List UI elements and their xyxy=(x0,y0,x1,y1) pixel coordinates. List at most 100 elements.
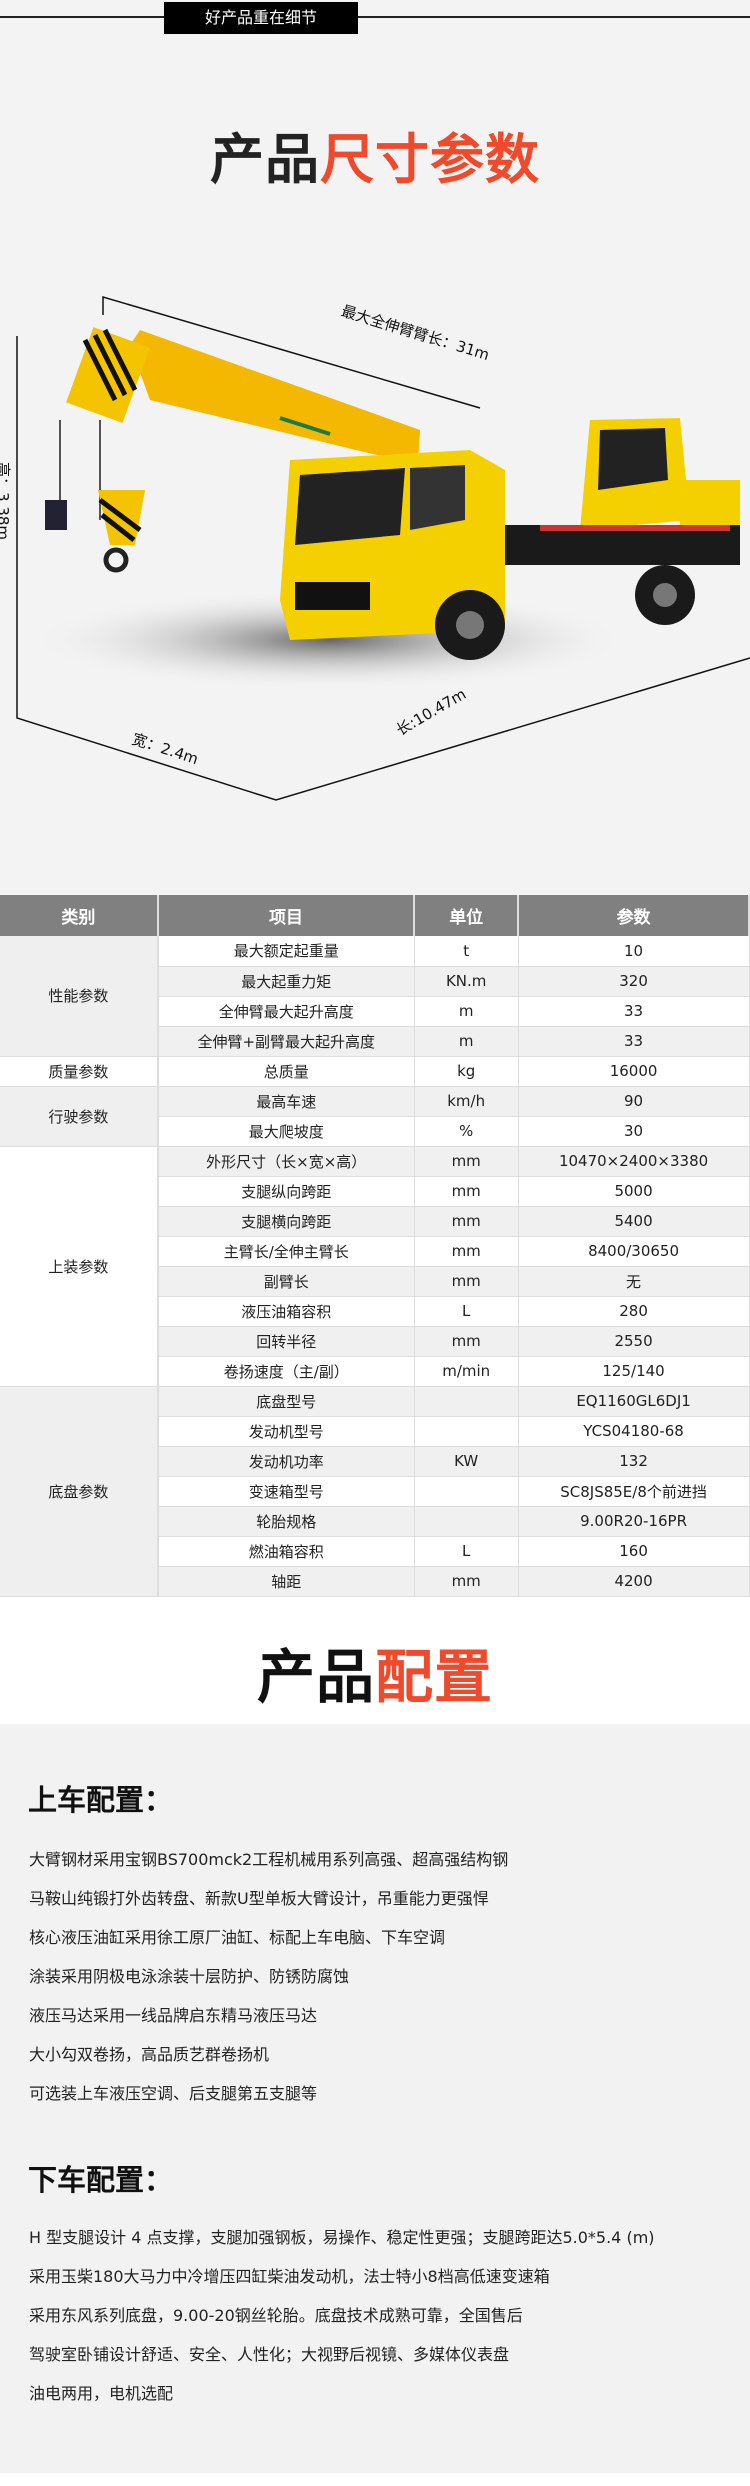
item-cell: 发动机功率 xyxy=(157,1446,415,1477)
config-line: 采用东风系列底盘，9.00-20钢丝轮胎。底盘技术成熟可靠，全国售后 xyxy=(29,2306,523,2325)
brand-stripe xyxy=(279,416,331,436)
title-red: 配置 xyxy=(375,1643,494,1711)
value-cell: 10470×2400×3380 xyxy=(518,1146,750,1177)
title-black: 产品 xyxy=(256,1643,375,1711)
item-cell: 轴距 xyxy=(157,1566,415,1597)
table-row: 轴距 mm 4200 xyxy=(0,1566,750,1597)
unit-cell: mm xyxy=(414,1266,519,1297)
config-line: 马鞍山纯锻打外齿转盘、新款U型单板大臂设计，吊重能力更强悍 xyxy=(29,1889,489,1908)
title-black: 产品 xyxy=(210,128,320,191)
unit-cell: km/h xyxy=(414,1086,519,1117)
item-cell: 燃油箱容积 xyxy=(157,1536,415,1567)
item-cell: 副臂长 xyxy=(157,1266,415,1297)
unit-cell: KN.m xyxy=(414,966,519,997)
item-cell: 回转半径 xyxy=(157,1326,415,1357)
value-cell: 16000 xyxy=(518,1056,750,1087)
table-row: 底盘参数 底盘型号 EQ1160GL6DJ1 xyxy=(0,1386,750,1597)
config-line: 可选装上车液压空调、后支腿第五支腿等 xyxy=(29,2084,318,2103)
value-cell: 5400 xyxy=(518,1206,750,1237)
item-cell: 全伸臂最大起升高度 xyxy=(157,996,415,1027)
value-cell: 10 xyxy=(518,936,750,967)
height-label: 高：3.38m xyxy=(0,462,12,541)
item-cell: 最大额定起重量 xyxy=(157,936,415,967)
unit-cell: mm xyxy=(414,1176,519,1207)
unit-cell: t xyxy=(414,936,519,967)
value-cell: 125/140 xyxy=(518,1356,750,1387)
value-cell: 132 xyxy=(518,1446,750,1477)
table-row: 全伸臂+副臂最大起升高度 m 33 xyxy=(0,1026,750,1057)
value-cell: YCS04180-68 xyxy=(518,1416,750,1447)
table-row: 最大起重力矩 KN.m 320 xyxy=(0,966,750,997)
category-cell: 上装参数 xyxy=(0,1146,159,1387)
config-section: 上车配置： 大臂钢材采用宝钢BS700mck2工程机械用系列高强、超高强结构钢马… xyxy=(0,1724,750,2473)
unit-cell: mm xyxy=(414,1206,519,1237)
table-row: 支腿纵向跨距 mm 5000 xyxy=(0,1176,750,1207)
value-cell: EQ1160GL6DJ1 xyxy=(518,1386,750,1417)
value-cell: 4200 xyxy=(518,1566,750,1597)
table-row: 质量参数 总质量 kg 16000 xyxy=(0,1056,750,1087)
item-cell: 支腿纵向跨距 xyxy=(157,1176,415,1207)
table-row: 上装参数 外形尺寸（长×宽×高） mm 10470×2400×3380 xyxy=(0,1146,750,1387)
unit-cell xyxy=(414,1506,519,1537)
table-row: 支腿横向跨距 mm 5400 xyxy=(0,1206,750,1237)
category-cell: 行驶参数 xyxy=(0,1086,159,1147)
unit-cell: mm xyxy=(414,1146,519,1177)
value-cell: 160 xyxy=(518,1536,750,1567)
item-cell: 卷扬速度（主/副） xyxy=(157,1356,415,1387)
item-cell: 轮胎规格 xyxy=(157,1506,415,1537)
unit-cell: m xyxy=(414,1026,519,1057)
config-line: H 型支腿设计 4 点支撑，支腿加强钢板，易操作、稳定性更强；支腿跨距达5.0*… xyxy=(29,2228,655,2247)
item-cell: 最大起重力矩 xyxy=(157,966,415,997)
unit-cell xyxy=(414,1386,519,1417)
title-red: 尺寸参数 xyxy=(320,128,540,191)
item-cell: 液压油箱容积 xyxy=(157,1296,415,1327)
config-title: 产品配置 xyxy=(0,1630,750,1714)
dimension-title: 产品尺寸参数 xyxy=(0,115,750,194)
table-row: 最大爬坡度% 30 xyxy=(0,1116,750,1147)
table-header: 类别 项目 单位 参数 xyxy=(0,895,750,936)
dimension-section: 好产品重在细节 产品尺寸参数 最大全伸臂臂长：31m 高：3.38m 宽：2.4… xyxy=(0,0,750,895)
unit-cell: m/min xyxy=(414,1356,519,1387)
table-row: 副臂长 mm 无 xyxy=(0,1266,750,1297)
table-row: 液压油箱容积 L 280 xyxy=(0,1296,750,1327)
category-cell: 性能参数 xyxy=(0,936,159,1057)
value-cell: 280 xyxy=(518,1296,750,1327)
unit-cell: kg xyxy=(414,1056,519,1087)
unit-cell: mm xyxy=(414,1236,519,1267)
unit-cell: L xyxy=(414,1296,519,1327)
value-cell: 33 xyxy=(518,996,750,1027)
unit-cell: KW xyxy=(414,1446,519,1477)
column-header: 单位 xyxy=(414,895,520,936)
unit-cell: mm xyxy=(414,1566,519,1597)
value-cell: 无 xyxy=(518,1266,750,1297)
item-cell: 底盘型号 xyxy=(157,1386,415,1417)
item-cell: 主臂长/全伸主臂长 xyxy=(157,1236,415,1267)
item-cell: 最大爬坡度 xyxy=(157,1116,415,1147)
table-row: 主臂长/全伸主臂长 mm 8400/30650 xyxy=(0,1236,750,1267)
table-row: 回转半径 mm 2550 xyxy=(0,1326,750,1357)
item-cell: 最高车速 xyxy=(157,1086,415,1117)
unit-cell: L xyxy=(414,1536,519,1567)
lower-heading: 下车配置： xyxy=(28,2163,174,2197)
item-cell: 总质量 xyxy=(157,1056,415,1087)
value-cell: 2550 xyxy=(518,1326,750,1357)
value-cell: 5000 xyxy=(518,1176,750,1207)
spec-table: 类别 项目 单位 参数 性能参数 最大额定起重量 t 10 最大起重力矩 KN.m 320 全伸臂最… xyxy=(0,895,750,1597)
table-row: 轮胎规格 9.00R20-16PR xyxy=(0,1506,750,1537)
table-row: 性能参数 最大额定起重量 t 10 xyxy=(0,936,750,1057)
unit-cell: m xyxy=(414,996,519,1027)
config-line: 涂装采用阴极电泳涂装十层防护、防锈防腐蚀 xyxy=(29,1967,350,1986)
value-cell: 8400/30650 xyxy=(518,1236,750,1267)
value-cell: 320 xyxy=(518,966,750,997)
category-cell: 底盘参数 xyxy=(0,1386,159,1597)
unit-cell xyxy=(414,1476,519,1507)
config-line: 液压马达采用一线品牌启东精马液压马达 xyxy=(29,2006,318,2025)
column-header: 类别 xyxy=(0,895,159,936)
column-header: 参数 xyxy=(518,895,750,936)
table-row: 发动机功率 KW 132 xyxy=(0,1446,750,1477)
table-row: 变速箱型号 SC8JS85E/8个前进挡 xyxy=(0,1476,750,1507)
table-row: 发动机型号 YCS04180-68 xyxy=(0,1416,750,1447)
table-row: 卷扬速度（主/副） m/min 125/140 xyxy=(0,1356,750,1387)
config-line: 采用玉柴180大马力中冷增压四缸柴油发动机，法士特小8档高低速变速箱 xyxy=(29,2267,550,2286)
column-header: 项目 xyxy=(157,895,416,936)
